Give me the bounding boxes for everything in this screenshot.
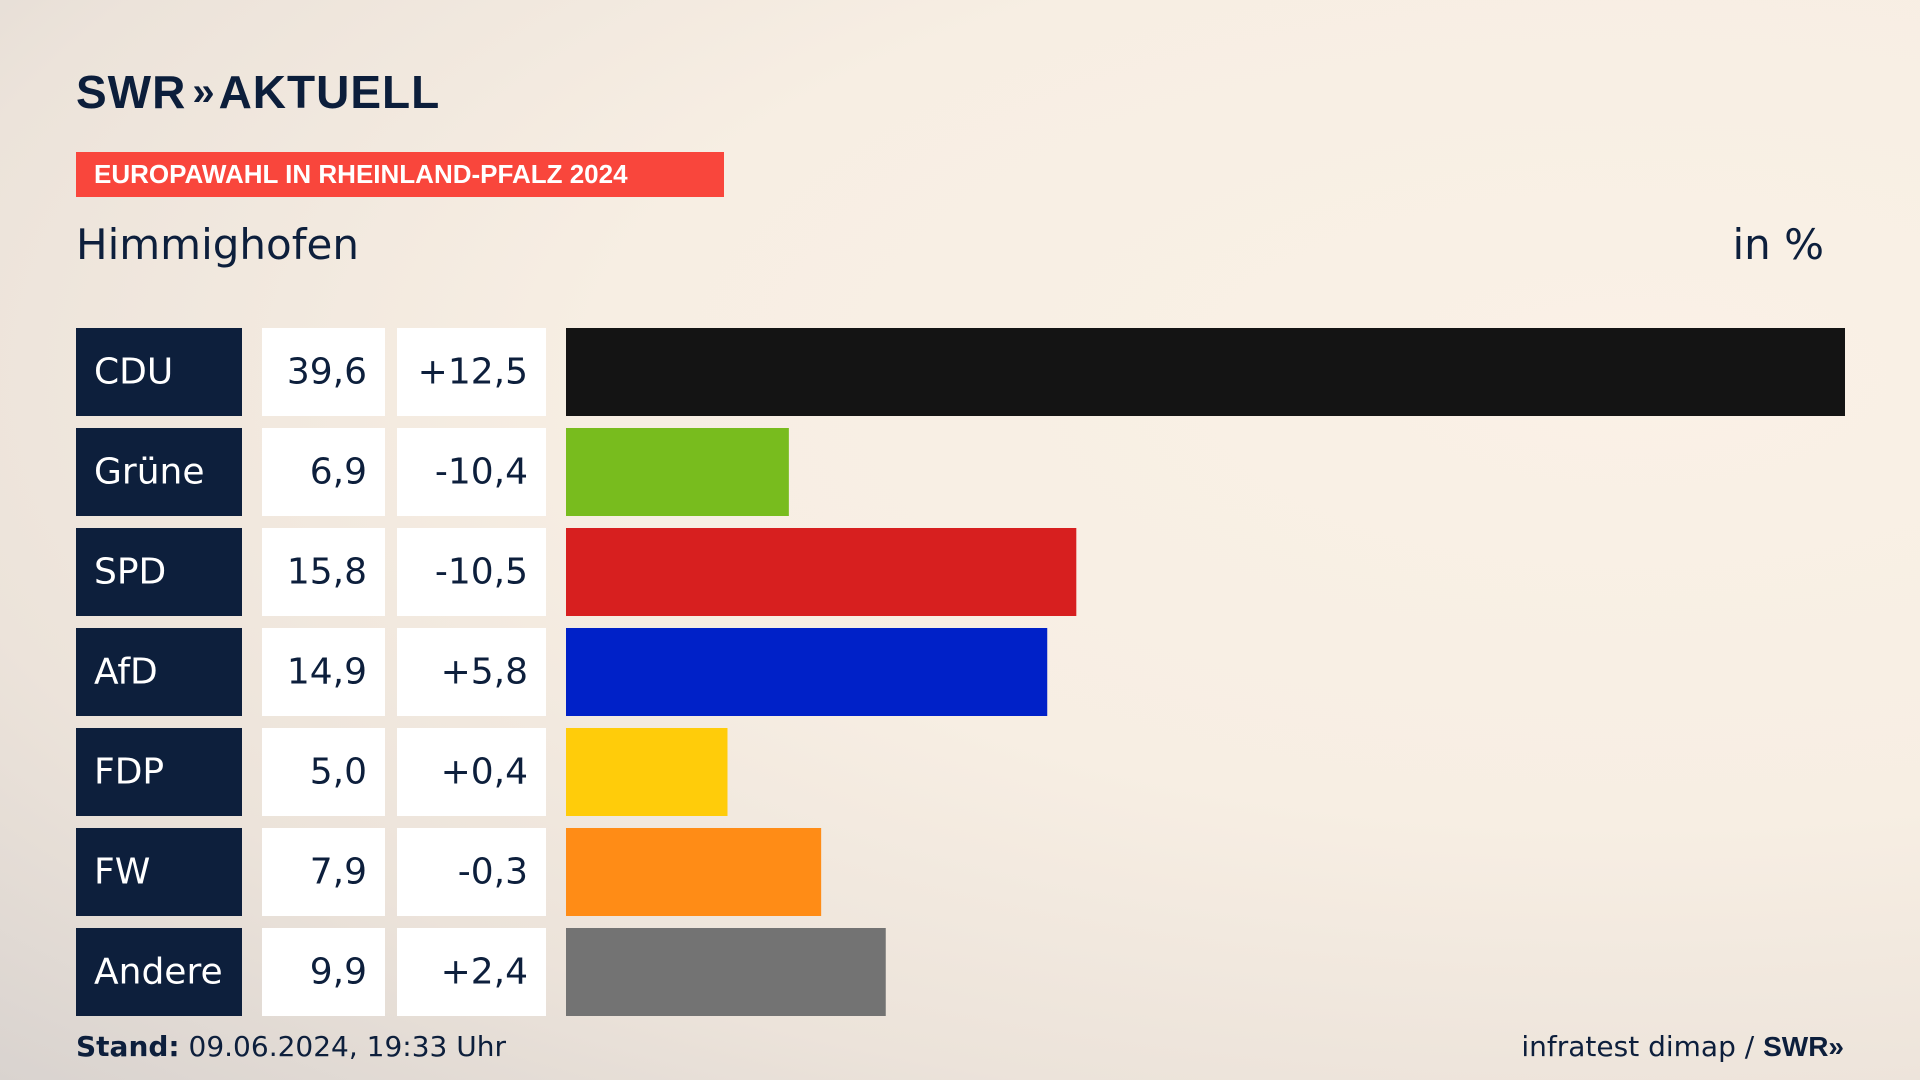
change-cell (397, 528, 546, 616)
change-label: +0,4 (441, 752, 528, 793)
party-name-label: AfD (94, 652, 158, 693)
value-cell (262, 628, 385, 716)
value-label: 39,6 (287, 352, 367, 393)
source-credit: infratest dimap / SWR» (1521, 1030, 1844, 1063)
bar (566, 528, 1077, 616)
change-label: -0,3 (458, 852, 528, 893)
change-label: +12,5 (418, 352, 528, 393)
party-name-label: SPD (94, 552, 166, 593)
bar (566, 828, 822, 916)
value-label: 14,9 (287, 652, 367, 693)
party-name-cell (76, 428, 242, 516)
swr-aktuell-logo: SWR » AKTUELL (76, 66, 440, 118)
bar (566, 428, 789, 516)
value-label: 15,8 (287, 552, 367, 593)
change-label: +2,4 (441, 952, 528, 993)
value-label: 9,9 (310, 952, 367, 993)
party-name-cell (76, 328, 242, 416)
change-label: +5,8 (441, 652, 528, 693)
party-name-cell (76, 628, 242, 716)
value-cell (262, 828, 385, 916)
stand-label: Stand: (76, 1030, 180, 1063)
value-cell (262, 528, 385, 616)
timestamp: Stand: 09.06.2024, 19:33 Uhr (76, 1030, 506, 1063)
change-cell (397, 328, 546, 416)
election-banner: EUROPAWAHL IN RHEINLAND-PFALZ 2024 (76, 152, 724, 197)
party-name-label: Andere (94, 952, 223, 993)
logo-swr-text: SWR (76, 66, 187, 118)
change-cell (397, 828, 546, 916)
value-cell (262, 728, 385, 816)
value-cell (262, 428, 385, 516)
party-name-label: FDP (94, 752, 164, 793)
party-name-label: Grüne (94, 452, 204, 493)
unit-label: in % (1732, 220, 1824, 269)
change-cell (397, 428, 546, 516)
source-text: infratest dimap / (1521, 1030, 1755, 1063)
stand-value: 09.06.2024, 19:33 Uhr (188, 1030, 506, 1063)
bar (566, 628, 1048, 716)
source-brand: SWR» (1763, 1031, 1844, 1062)
party-name-cell (76, 728, 242, 816)
logo-aktuell-text: AKTUELL (218, 66, 441, 118)
party-name-cell (76, 928, 242, 1016)
value-label: 5,0 (310, 752, 367, 793)
change-cell (397, 928, 546, 1016)
bar (566, 928, 886, 1016)
bar (566, 328, 1845, 416)
party-name-label: FW (94, 852, 150, 893)
change-cell (397, 628, 546, 716)
party-name-label: CDU (94, 352, 173, 393)
party-name-cell (76, 828, 242, 916)
value-cell (262, 928, 385, 1016)
change-label: -10,5 (435, 552, 528, 593)
change-cell (397, 728, 546, 816)
bar (566, 728, 728, 816)
value-label: 7,9 (310, 852, 367, 893)
value-label: 6,9 (310, 452, 367, 493)
change-label: -10,4 (435, 452, 528, 493)
party-name-cell (76, 528, 242, 616)
place-title: Himmighofen (76, 220, 359, 269)
value-cell (262, 328, 385, 416)
